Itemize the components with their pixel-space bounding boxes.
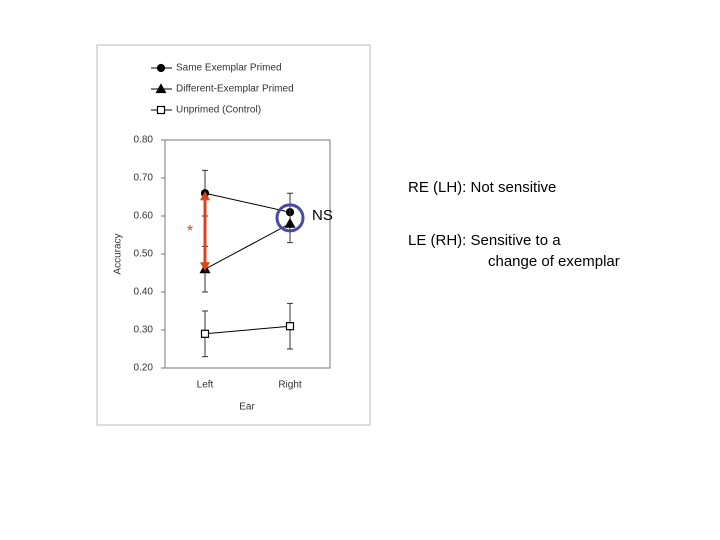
arrow-head (200, 262, 210, 272)
series-line (204, 325, 291, 335)
point (200, 329, 210, 338)
annotation: RE (LH): Not sensitive (408, 179, 556, 196)
annotation: LE (RH): Sensitive to a (408, 232, 561, 249)
legend-label: Unprimed (Control) (176, 105, 261, 116)
legend-label: Same Exemplar Primed (176, 63, 282, 74)
annotation: change of exemplar (488, 253, 620, 270)
x-tick-label: Left (197, 380, 214, 391)
series-line (204, 192, 291, 213)
legend-marker (156, 63, 166, 73)
chart-frame (96, 44, 371, 426)
annotation: * (187, 223, 193, 240)
y-tick-label: 0.50 (134, 249, 154, 260)
legend-label: Different-Exemplar Primed (176, 84, 294, 95)
legend-marker (156, 105, 166, 115)
x-tick-label: Right (278, 380, 302, 391)
arrow-head (200, 191, 210, 201)
annotation: NS (312, 207, 333, 224)
y-tick-label: 0.60 (134, 211, 154, 222)
point (285, 322, 295, 331)
y-tick-label: 0.80 (134, 135, 154, 146)
y-axis-label: Accuracy (113, 233, 124, 274)
highlight-ring (275, 203, 305, 233)
y-tick-label: 0.40 (134, 287, 154, 298)
point (284, 217, 296, 228)
y-tick-label: 0.20 (134, 363, 154, 374)
y-tick-label: 0.70 (134, 173, 154, 184)
y-tick-label: 0.30 (134, 325, 154, 336)
x-axis-label: Ear (239, 402, 255, 413)
legend-marker (155, 83, 167, 94)
series-line (204, 223, 291, 270)
